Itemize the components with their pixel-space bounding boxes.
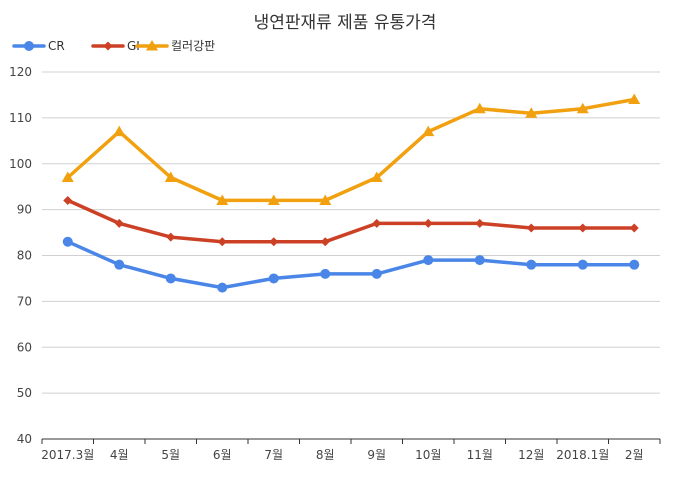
legend-item-color-steel: 컬러강판 [135, 39, 215, 53]
data-point-color-steel [576, 102, 589, 114]
x-tick-label: 6월 [213, 448, 232, 462]
legend: CR GI 컬러강판 [12, 39, 215, 53]
data-point-cr [474, 255, 485, 266]
series-line-cr [66, 239, 637, 290]
data-point-gi [475, 218, 485, 228]
data-point-cr [371, 268, 382, 279]
x-tick-label: 11월 [467, 448, 493, 462]
data-point-cr [629, 259, 640, 270]
series-line-gi [66, 198, 637, 244]
y-tick-label: 50 [17, 386, 32, 400]
data-point-cr [577, 259, 588, 270]
data-point-color-steel [164, 171, 177, 183]
data-point-gi [423, 218, 433, 228]
x-tick-label: 2017.3월 [41, 448, 94, 462]
y-tick-label: 120 [9, 65, 32, 79]
y-tick-label: 100 [9, 157, 32, 171]
data-point-cr [320, 268, 331, 279]
x-tick-label: 2월 [625, 448, 644, 462]
series-gi [63, 195, 639, 247]
legend-item-cr: CR [12, 39, 65, 53]
legend-label-color-steel: 컬러강판 [171, 39, 215, 53]
legend-marker-cr [24, 41, 34, 51]
series-layer [61, 93, 641, 293]
data-point-color-steel [370, 171, 383, 183]
y-tick-label: 90 [17, 203, 32, 217]
data-point-color-steel [628, 93, 641, 105]
data-point-gi [63, 195, 73, 205]
y-axis-ticks: 40 50 60 70 80 90 100 110 120 [9, 65, 32, 446]
data-point-color-steel [113, 125, 126, 137]
data-point-color-steel [267, 194, 280, 205]
data-point-gi [629, 223, 639, 233]
x-tick-label: 8월 [316, 448, 335, 462]
data-point-cr [165, 273, 176, 284]
x-tick-label: 9월 [367, 448, 386, 462]
x-tick-label: 10월 [415, 448, 441, 462]
x-tick-label: 4월 [110, 448, 129, 462]
legend-marker-color-steel [146, 40, 158, 51]
data-point-color-steel [473, 102, 486, 114]
series-color-steel [61, 93, 641, 205]
data-point-color-steel [61, 171, 74, 183]
data-point-gi [578, 223, 588, 233]
legend-label-cr: CR [48, 39, 65, 53]
data-point-cr [114, 259, 125, 270]
data-point-cr [526, 259, 537, 270]
x-axis: 2017.3월 4월 5월 6월 7월 8월 9월 10월 11월 12월 2018.1월 2월 [41, 438, 661, 462]
data-point-color-steel [216, 194, 229, 205]
y-tick-label: 110 [9, 111, 32, 125]
data-point-color-steel [525, 107, 538, 118]
data-point-cr [62, 236, 73, 247]
data-point-color-steel [422, 125, 435, 137]
data-point-gi [372, 218, 382, 228]
data-point-gi [269, 237, 279, 247]
y-tick-label: 70 [17, 294, 32, 308]
legend-label-gi: GI [127, 39, 140, 53]
x-tick-label: 7월 [264, 448, 283, 462]
data-point-cr [268, 273, 279, 284]
data-point-gi [217, 237, 227, 247]
x-tick-label: 5월 [161, 448, 180, 462]
y-tick-label: 60 [17, 340, 32, 354]
data-point-gi [166, 232, 176, 242]
data-point-cr [217, 282, 228, 293]
y-tick-label: 40 [17, 432, 32, 446]
y-tick-label: 80 [17, 249, 32, 263]
data-point-gi [526, 223, 536, 233]
chart-title: 냉연판재류 제품 유통가격 [254, 13, 437, 33]
data-point-cr [423, 255, 434, 266]
data-point-gi [114, 218, 124, 228]
x-tick-label: 12월 [518, 448, 544, 462]
data-point-color-steel [319, 194, 332, 205]
legend-item-gi: GI [91, 39, 140, 53]
data-point-gi [320, 237, 330, 247]
legend-marker-gi [103, 41, 113, 51]
series-cr [62, 236, 640, 293]
x-tick-label: 2018.1월 [556, 448, 609, 462]
gridlines [42, 71, 660, 394]
series-line-color-steel [66, 97, 637, 203]
